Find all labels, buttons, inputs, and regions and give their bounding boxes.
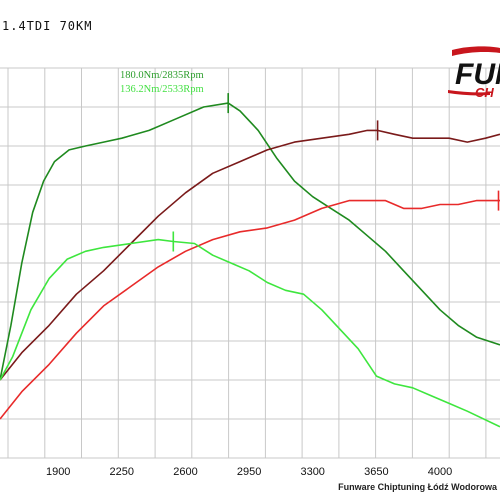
series-line-1: [0, 102, 500, 381]
logo-swoosh-top: [452, 46, 500, 56]
logo-main-text: FUN: [455, 58, 500, 91]
chart-grid: [0, 67, 500, 459]
logo-swoosh-bottom: [448, 90, 490, 96]
series-line-3: [0, 199, 500, 420]
series-layer: [0, 102, 500, 428]
peak-markers: [172, 93, 500, 252]
x-tick-label: 4000: [428, 466, 452, 478]
x-tick-label: 3650: [364, 466, 388, 478]
x-tick-label: 2600: [173, 466, 197, 478]
footer-credit: Funware Chiptuning Łódź Wodorowa: [338, 482, 498, 492]
peak-annotation-2: 136.2Nm/2533Rpm: [120, 84, 204, 95]
funware-logo: FUN CH: [448, 46, 500, 100]
x-axis-ticks: 1900 2250 2600 2950 3300 3650 4000: [46, 466, 452, 478]
x-tick-label: 2950: [237, 466, 261, 478]
series-line-4: [0, 238, 500, 428]
series-line-2: [0, 129, 500, 381]
x-tick-label: 2250: [110, 466, 134, 478]
x-tick-label: 3300: [300, 466, 324, 478]
x-tick-label: 1900: [46, 466, 70, 478]
peak-annotation-1: 180.0Nm/2835Rpm: [120, 70, 204, 81]
chart-title: 1.4TDI 70KM: [2, 19, 92, 33]
logo-sub-text: CH: [475, 85, 494, 100]
